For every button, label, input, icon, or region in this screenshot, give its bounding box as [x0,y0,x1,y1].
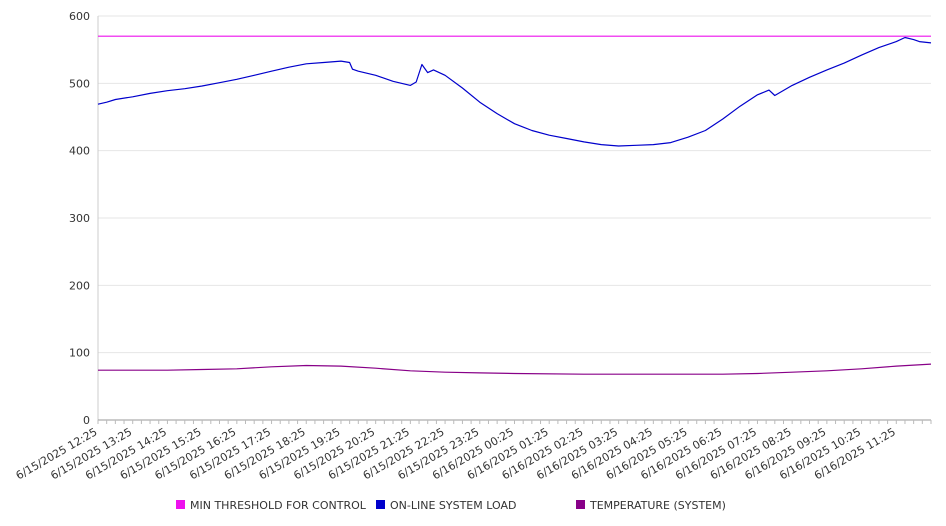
x-axis: 6/15/2025 12:256/15/2025 13:256/15/2025 … [14,419,932,482]
legend-label: TEMPERATURE (SYSTEM) [589,499,726,512]
y-tick-label: 200 [69,279,90,292]
series-line-temperature-system [98,363,932,375]
y-tick-label: 300 [69,212,90,225]
legend-label: MIN THRESHOLD FOR CONTROL [190,499,367,512]
y-axis: 0 100 200 300 400 500 600 [69,10,99,427]
y-tick-label: 500 [69,77,90,90]
gridlines [98,15,931,354]
legend-swatch [176,500,185,509]
y-tick-label: 0 [83,414,90,427]
legend-swatch [576,500,585,509]
series-lines [97,35,932,375]
series-line-on-line-system-load [97,36,932,147]
y-tick-label: 600 [69,10,90,23]
y-tick-label: 400 [69,145,90,158]
legend-label: ON-LINE SYSTEM LOAD [390,499,516,512]
y-tick-label: 100 [69,347,90,360]
legend: MIN THRESHOLD FOR CONTROL ON-LINE SYSTEM … [176,499,726,512]
legend-swatch [376,500,385,509]
